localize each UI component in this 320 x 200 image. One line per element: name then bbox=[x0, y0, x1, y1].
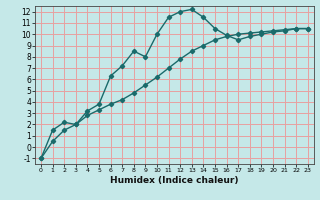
X-axis label: Humidex (Indice chaleur): Humidex (Indice chaleur) bbox=[110, 176, 239, 185]
